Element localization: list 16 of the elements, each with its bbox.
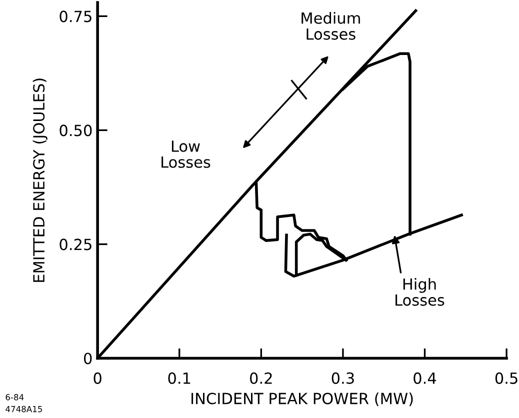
annotation: Medium Losses — [302, 12, 360, 40]
y-tick-label: 0.75 — [60, 10, 92, 22]
y-axis-title: EMITTED ENERGY (JOULES) — [32, 78, 48, 282]
annotation: High Losses — [396, 278, 444, 306]
annotation: Low Losses — [162, 140, 210, 168]
x-axis-title: INCIDENT PEAK POWER (MW) — [192, 392, 413, 406]
x-tick-label: 0.4 — [414, 372, 436, 384]
y-tick-label: 0 — [84, 352, 92, 364]
text: 6-84 4748A15 — [6, 394, 42, 412]
y-tick-label: 0.25 — [60, 238, 92, 250]
x-tick-label: 0.3 — [332, 372, 354, 384]
y-tick-label: 0.50 — [60, 124, 92, 136]
x-tick-label: 0.2 — [250, 372, 272, 384]
x-tick-label: 0 — [94, 372, 102, 384]
x-tick-label: 0.5 — [495, 372, 518, 384]
x-tick-label: 0.1 — [168, 372, 190, 384]
